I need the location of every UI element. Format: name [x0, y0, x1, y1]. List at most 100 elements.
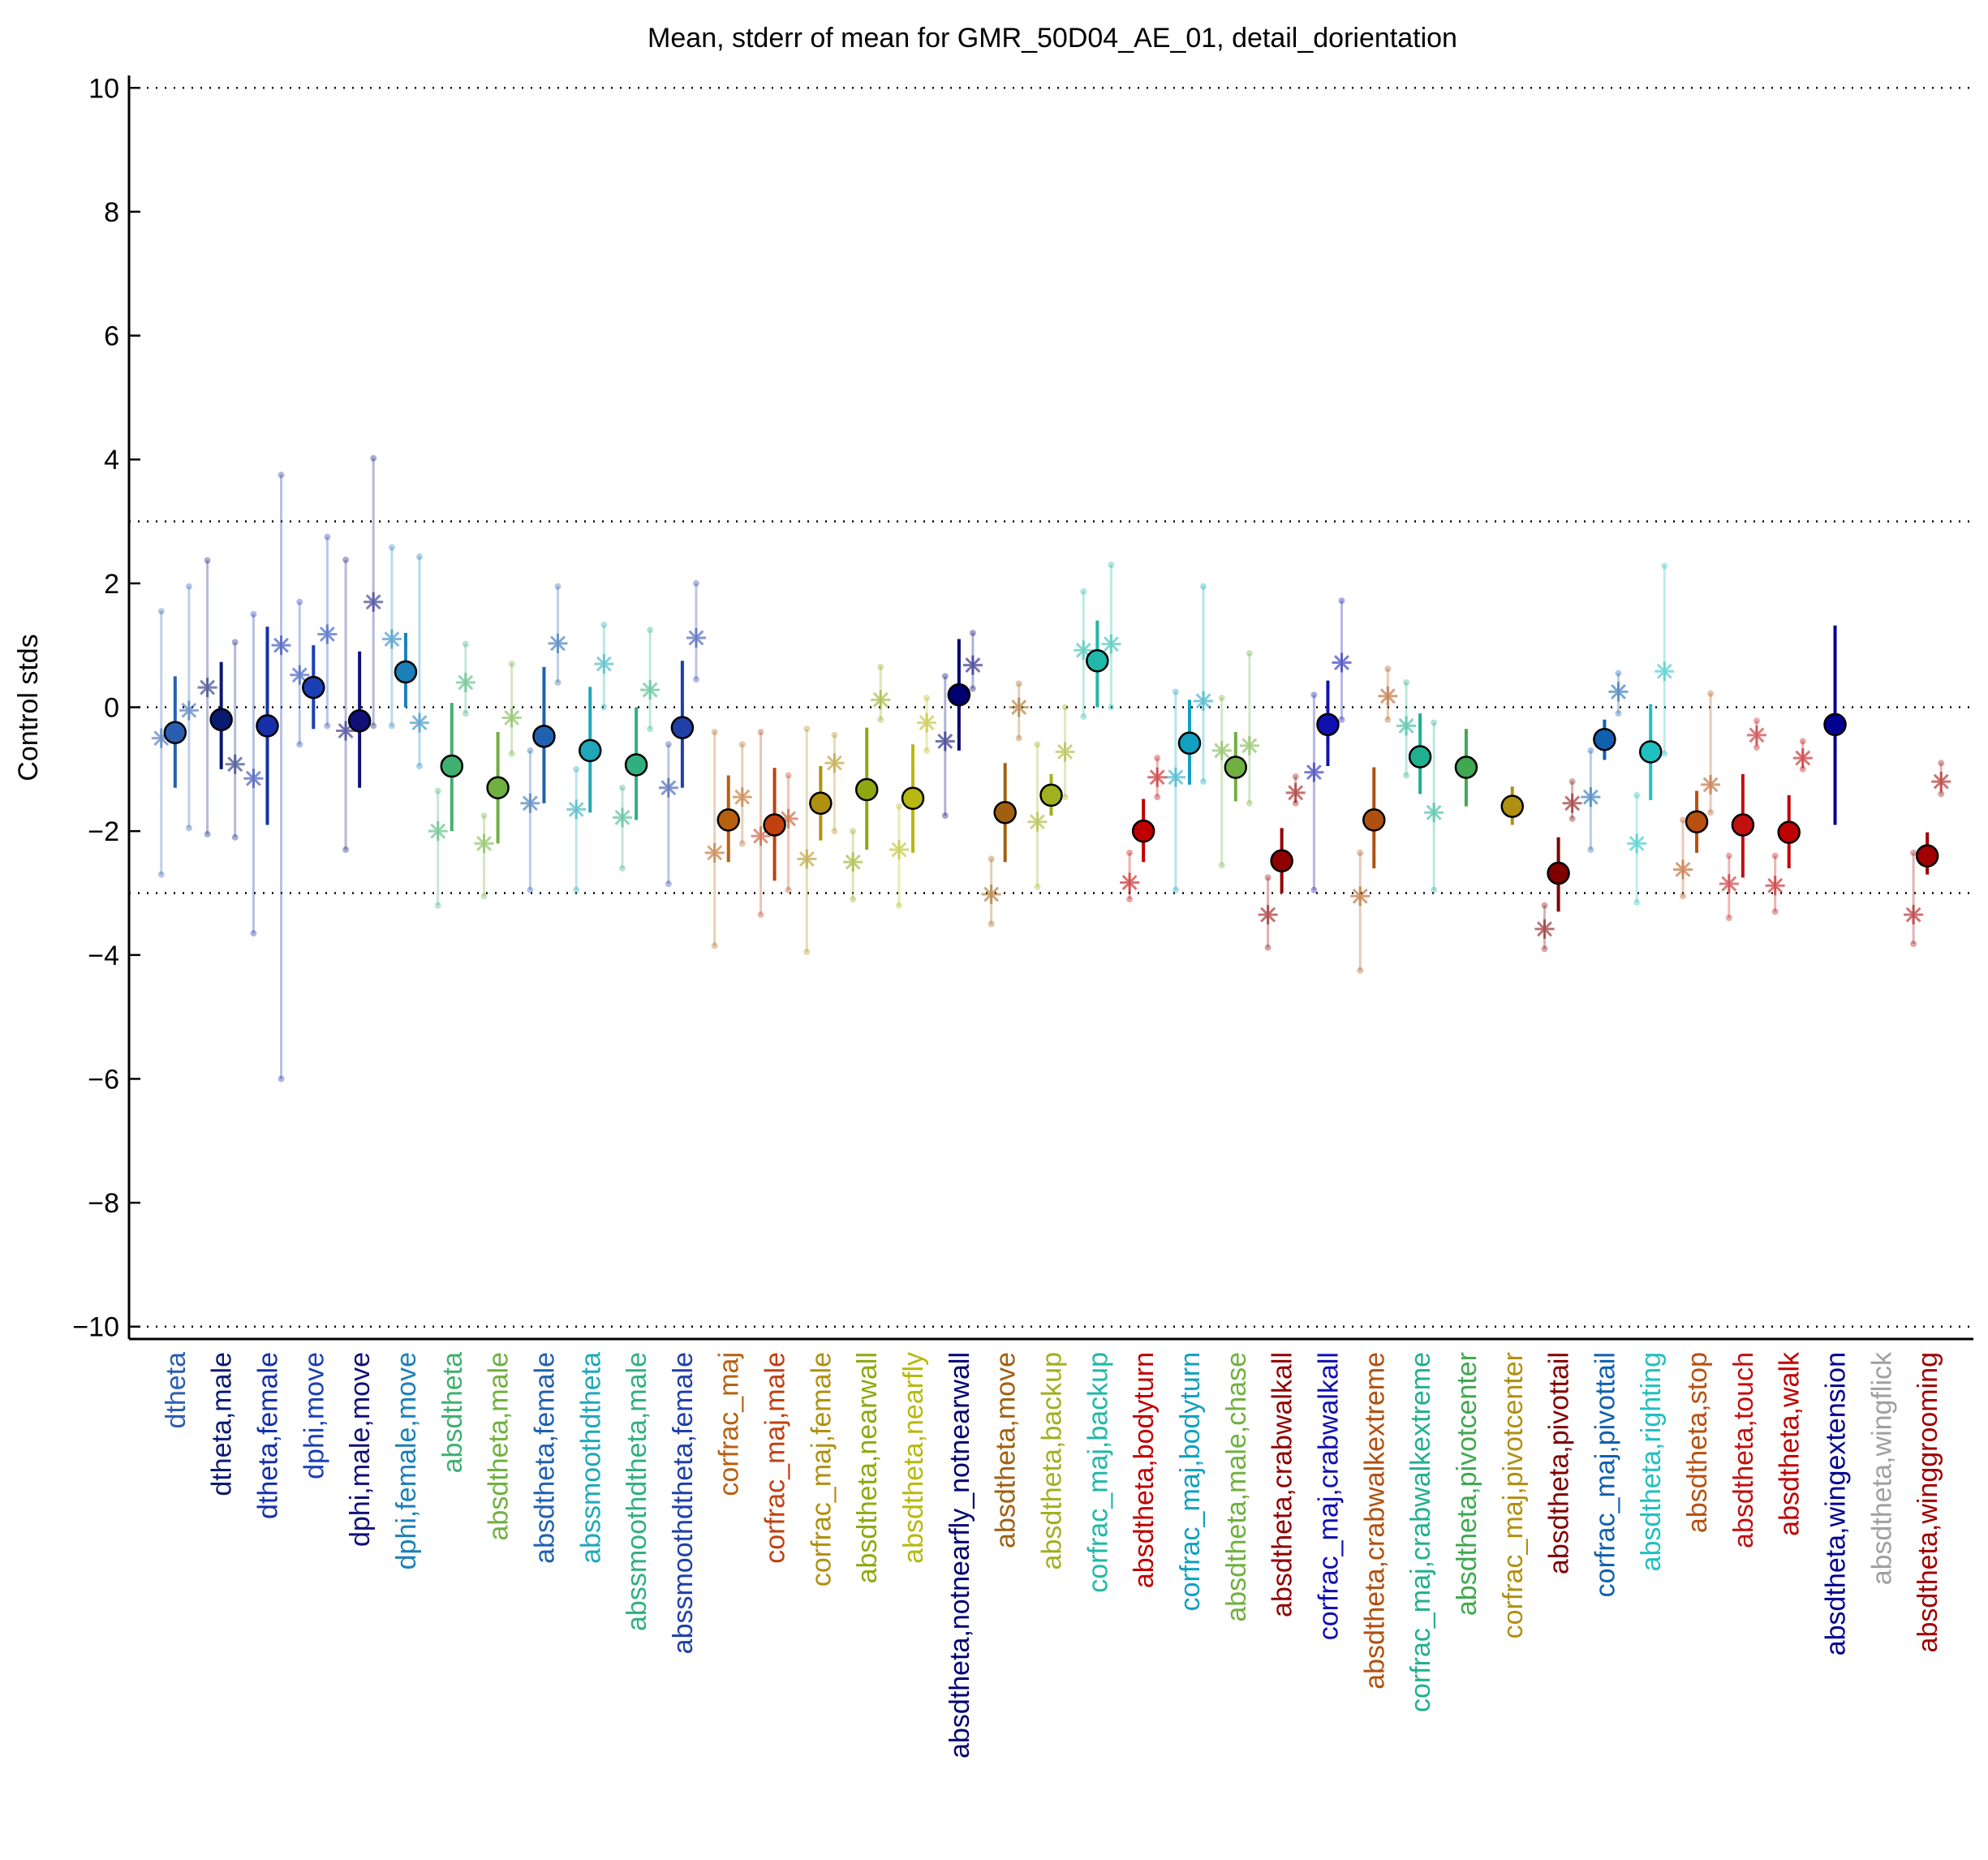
group-marker [1332, 652, 1352, 673]
error-end [1568, 815, 1576, 822]
x-tick-label: corfrac_maj,bodyturn [1175, 1352, 1206, 1611]
group-marker [640, 680, 661, 700]
mean-marker [302, 675, 325, 700]
error-end [1246, 650, 1253, 657]
x-tick-label: corfrac_maj,pivottail [1590, 1352, 1620, 1597]
group-marker [1608, 682, 1629, 702]
error-end [388, 722, 395, 730]
error-end [1707, 809, 1715, 816]
error-end [415, 553, 423, 561]
error-end [692, 676, 699, 683]
error-end [831, 828, 838, 835]
error-end [1680, 893, 1687, 900]
mean-marker [1408, 745, 1432, 769]
group-marker [520, 793, 540, 813]
mean-marker [1362, 808, 1386, 832]
error-end [1431, 719, 1438, 726]
group-marker [751, 826, 771, 846]
mean-marker [1086, 649, 1109, 673]
group-marker [1258, 905, 1278, 925]
error-end [757, 729, 764, 736]
x-tick-label: dphi,move [299, 1352, 329, 1479]
y-tick-label: 4 [104, 445, 119, 476]
error-end [1541, 945, 1548, 953]
group-marker [1101, 634, 1121, 654]
error-end [324, 722, 331, 730]
y-tick-label: −2 [88, 816, 119, 847]
error-end [988, 920, 995, 928]
group-marker [1027, 812, 1048, 832]
group-marker [1627, 833, 1647, 854]
error-end [370, 454, 377, 462]
x-tick-label: corfrac_maj,female [806, 1352, 837, 1587]
mean-marker [1131, 819, 1155, 843]
mean-marker [947, 682, 971, 707]
x-tick-label: dtheta,female [252, 1352, 283, 1519]
group-marker [778, 808, 798, 829]
error-end [278, 471, 285, 479]
x-tick-label: absdtheta,crabwalkall [1267, 1352, 1298, 1617]
error-end [600, 621, 608, 628]
error-end [665, 741, 672, 748]
error-end [1310, 886, 1318, 893]
error-end [480, 812, 488, 820]
x-tick-label: absdtheta,notnearfly_notnearwall [945, 1352, 975, 1759]
group-marker [1765, 876, 1785, 896]
x-tick-label: absdtheta,touch [1728, 1352, 1759, 1548]
group-marker [797, 849, 817, 869]
x-tick-label: dphi,female,move [391, 1352, 422, 1569]
y-tick-label: 8 [104, 197, 119, 228]
error-end [1403, 772, 1410, 779]
error-end [278, 1075, 285, 1083]
error-end [388, 544, 395, 551]
x-tick-label: absdtheta,crabwalkextreme [1359, 1352, 1390, 1690]
mean-marker [1224, 756, 1248, 779]
group-marker [225, 754, 245, 774]
error-end [527, 747, 534, 754]
group-marker [917, 713, 937, 733]
error-end [1707, 690, 1715, 697]
x-tick-label: abssmoothdtheta,female [668, 1352, 699, 1654]
x-tick-label: absdtheta,nearfly [898, 1352, 929, 1564]
error-end [711, 729, 718, 736]
group-marker [981, 885, 1001, 904]
x-tick-label: absdtheta,walk [1775, 1351, 1805, 1536]
mean-marker [579, 738, 602, 763]
error-end [1292, 799, 1299, 807]
error-end [803, 948, 811, 955]
error-end [1108, 704, 1115, 711]
group-marker [704, 842, 725, 863]
y-tick-label: 2 [104, 569, 119, 600]
error-end [1753, 717, 1760, 725]
error-end [738, 741, 746, 748]
error-end [877, 716, 884, 723]
x-tick-label: absdtheta,pivottail [1544, 1352, 1575, 1574]
group-marker [1424, 803, 1444, 823]
error-end [785, 886, 792, 893]
mean-marker [1270, 849, 1293, 873]
error-end [1154, 794, 1161, 801]
error-end [342, 846, 350, 854]
group-marker [824, 753, 845, 773]
mean-marker [1039, 783, 1063, 807]
group-marker [179, 700, 199, 721]
group-marker [1904, 905, 1924, 925]
error-end [1938, 790, 1945, 798]
mean-marker [993, 801, 1017, 825]
error-end [527, 886, 534, 893]
group-marker [1074, 640, 1094, 661]
mean-marker [1823, 713, 1847, 737]
error-end [462, 640, 469, 648]
group-marker [548, 633, 568, 653]
error-end [803, 725, 811, 733]
group-marker [1534, 919, 1555, 939]
group-marker [935, 731, 955, 751]
error-end [941, 673, 949, 680]
error-end [1034, 741, 1041, 748]
error-end [1310, 691, 1318, 699]
error-end [1264, 944, 1272, 951]
error-end [204, 557, 211, 564]
x-tick-label: absdtheta,wingflick [1866, 1351, 1897, 1585]
error-end [988, 855, 995, 863]
error-end [1587, 747, 1594, 754]
